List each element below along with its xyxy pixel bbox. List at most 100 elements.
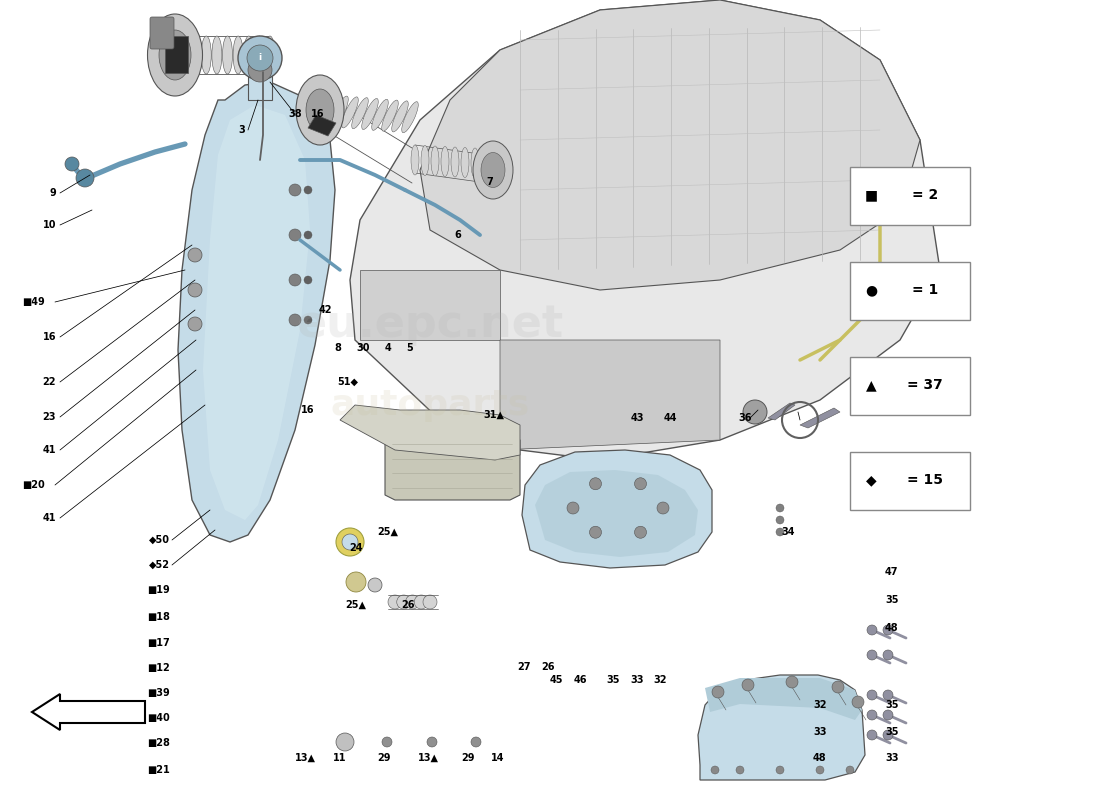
Circle shape [415,595,428,609]
Text: 47: 47 [886,567,899,577]
Polygon shape [698,675,865,780]
Circle shape [336,733,354,751]
Text: 11: 11 [333,753,346,763]
Text: ■19: ■19 [147,585,170,595]
Text: 48: 48 [813,753,826,763]
Circle shape [776,504,784,512]
Ellipse shape [481,153,505,187]
Text: 34: 34 [781,527,794,537]
Text: ■20: ■20 [22,480,45,490]
Circle shape [188,283,202,297]
Ellipse shape [372,99,388,130]
Text: 31▲: 31▲ [484,410,505,420]
Ellipse shape [431,146,439,176]
Circle shape [776,528,784,536]
Polygon shape [360,270,500,340]
Ellipse shape [332,96,349,127]
Polygon shape [768,403,795,420]
Text: 41: 41 [43,513,56,523]
Text: ◆50: ◆50 [148,535,170,545]
FancyBboxPatch shape [150,17,174,49]
Circle shape [883,710,893,720]
Text: 33: 33 [886,753,899,763]
Polygon shape [308,115,336,136]
FancyBboxPatch shape [850,262,970,320]
FancyBboxPatch shape [850,452,970,510]
Text: 36: 36 [738,413,751,423]
Circle shape [635,478,647,490]
Circle shape [336,528,364,556]
FancyBboxPatch shape [850,167,970,225]
Circle shape [388,595,401,609]
Circle shape [711,766,719,774]
Text: ■28: ■28 [147,738,170,748]
Ellipse shape [481,149,490,178]
Circle shape [289,184,301,196]
Ellipse shape [311,94,328,126]
Ellipse shape [382,100,398,131]
Circle shape [852,696,864,708]
Text: ■40: ■40 [147,713,170,723]
Ellipse shape [471,148,478,178]
Polygon shape [204,105,310,520]
Text: 35: 35 [606,675,619,685]
Circle shape [248,45,273,71]
Text: 16: 16 [301,405,315,415]
Circle shape [867,710,877,720]
Text: 51◆: 51◆ [338,377,359,387]
Text: 6: 6 [454,230,461,240]
Ellipse shape [233,36,243,74]
Text: 29: 29 [377,753,390,763]
Text: 35: 35 [886,595,899,605]
Circle shape [776,516,784,524]
Text: 29: 29 [461,753,475,763]
Circle shape [776,766,784,774]
Text: ▲: ▲ [866,378,877,392]
Text: 42: 42 [318,305,332,315]
Circle shape [883,690,893,700]
Circle shape [289,274,301,286]
Circle shape [289,229,301,241]
Text: ◆52: ◆52 [148,560,170,570]
Text: autoparts: autoparts [330,388,529,422]
Circle shape [289,314,301,326]
Circle shape [346,572,366,592]
Text: 25▲: 25▲ [345,600,366,610]
Circle shape [816,766,824,774]
Text: 32: 32 [813,700,826,710]
Ellipse shape [201,36,211,74]
Text: 16: 16 [311,109,324,119]
Text: i: i [258,54,262,62]
Circle shape [742,679,754,691]
Circle shape [590,526,602,538]
Ellipse shape [342,97,359,128]
Ellipse shape [160,30,191,80]
Ellipse shape [190,36,200,74]
Circle shape [883,625,893,635]
Polygon shape [340,405,520,460]
Circle shape [304,316,312,324]
Text: 9: 9 [50,188,56,198]
Text: 38: 38 [288,109,301,119]
Circle shape [188,317,202,331]
Ellipse shape [222,36,232,74]
Circle shape [304,186,312,194]
Circle shape [883,650,893,660]
Circle shape [368,578,382,592]
FancyBboxPatch shape [850,357,970,415]
Ellipse shape [296,75,344,145]
Circle shape [883,730,893,740]
Text: ■17: ■17 [147,638,170,648]
Circle shape [471,737,481,747]
Text: ◆: ◆ [866,473,877,487]
Text: 33: 33 [813,727,826,737]
Ellipse shape [306,89,334,131]
Circle shape [76,169,94,187]
Text: 41: 41 [43,445,56,455]
Circle shape [786,676,798,688]
Text: 5: 5 [407,343,414,353]
Circle shape [590,478,602,490]
Text: ■: ■ [865,188,878,202]
Polygon shape [705,678,862,720]
Text: 33: 33 [630,675,644,685]
